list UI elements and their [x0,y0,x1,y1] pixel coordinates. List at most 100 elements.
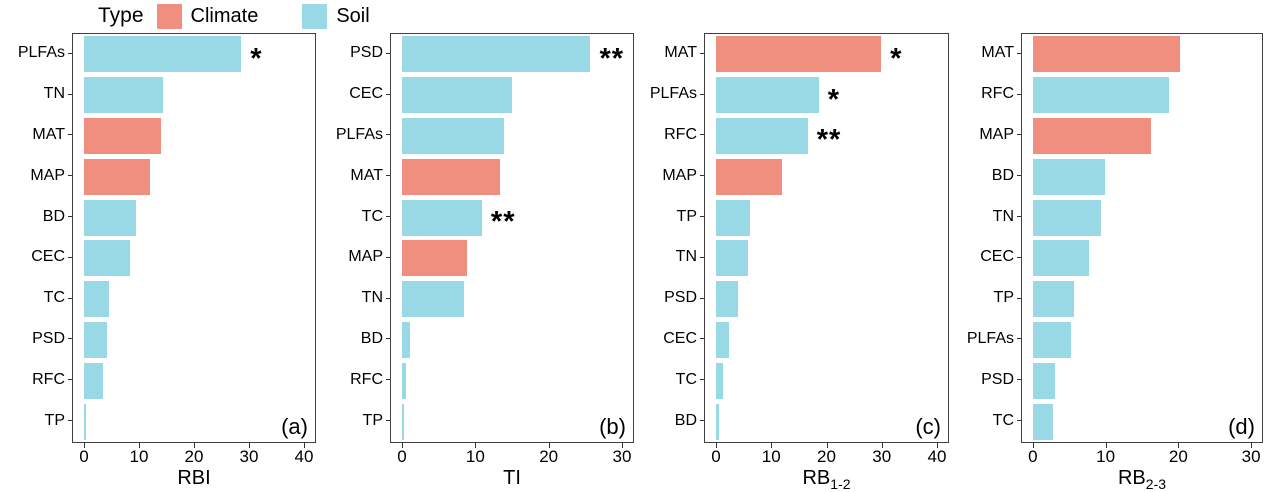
bar-rfc [716,118,808,154]
x-tick-label: 10 [761,447,781,466]
plot-area-d: (d) [1021,33,1263,443]
x-axis-title-b: TI [391,467,633,490]
y-tick-mark [68,175,72,177]
x-tick-label: 10 [129,447,149,466]
y-axis-label-tn: TN [957,196,1021,237]
legend-title: Type [98,4,144,27]
y-axis-c: MAT PLFAs RFC MAP TP TN PSD CEC TC BD [640,33,704,441]
bar-map [1032,118,1151,154]
y-tick-mark [700,134,704,136]
y-axis-label-map: MAP [326,237,390,278]
bar-rfc [402,362,407,399]
y-tick-mark [1017,297,1021,299]
legend-label-climate: Climate [190,4,259,27]
bar-plfas [1032,322,1071,358]
x-tick-mark [84,443,85,448]
bar-map [84,158,150,195]
y-tick-mark [386,420,390,422]
y-axis-label-mat: MAT [4,115,72,156]
bar-cec [716,322,730,358]
y-axis-label-cec: CEC [640,319,704,360]
x-tick-label: 40 [294,447,314,466]
x-axis-title-subscript: 2-3 [1145,476,1167,492]
y-axis-b: PSD CEC PLFAs MAT TC MAP TN BD RFC TP [326,33,390,441]
y-tick-mark [700,93,704,95]
y-tick-mark [1017,93,1021,95]
y-tick-mark [68,93,72,95]
y-tick-mark [68,379,72,381]
y-tick-mark [700,297,704,299]
y-axis-label-bd: BD [957,155,1021,196]
x-axis-b: 0 10 20 30 [391,443,633,467]
legend-swatch-climate [156,3,182,29]
y-tick-mark [1017,256,1021,258]
panel-c: MAT PLFAs RFC MAP TP TN PSD CEC TC BD * * ** (c) 0 10… [640,33,949,492]
legend-label-soil: Soil [336,4,370,27]
bar-tp [402,403,405,440]
x-tick-mark [249,443,250,448]
bar-cec [402,77,512,114]
x-tick-mark [771,443,773,448]
y-axis-label-tp: TP [326,400,390,441]
x-tick-label: 20 [817,447,836,466]
x-axis-title-text: RBI [177,467,211,489]
x-tick-label: 20 [184,447,204,466]
y-tick-mark [1017,52,1021,54]
bar-plfas [716,77,819,114]
y-axis-label-psd: PSD [4,319,72,360]
bar-mat [84,118,161,154]
bar-tp [84,403,86,440]
y-tick-mark [1017,338,1021,340]
y-axis-label-tc: TC [640,359,704,400]
y-axis-label-tn: TN [326,278,390,319]
panel-label: (a) [281,414,308,439]
x-tick-mark [1251,443,1253,448]
y-axis-label-map: MAP [957,115,1021,156]
x-axis-a: 0 10 20 30 40 [73,443,315,467]
x-tick-label: 30 [612,447,632,466]
bar-bd [1032,158,1105,195]
y-axis-label-mat: MAT [957,33,1021,74]
bar-tn [1032,199,1102,236]
y-axis-label-psd: PSD [957,359,1021,400]
bar-plfas [84,36,242,73]
y-axis-label-rfc: RFC [640,115,704,156]
x-tick-label: 0 [1028,447,1038,466]
x-tick-label: 20 [1168,447,1188,466]
panel-label: (b) [599,414,626,439]
y-axis-label-rfc: RFC [957,74,1021,115]
y-tick-mark [386,379,390,381]
x-tick-label: 40 [927,447,947,466]
bar-cec [1032,240,1089,277]
y-tick-mark [700,256,704,258]
bar-rfc [1032,77,1169,114]
y-tick-mark [1017,216,1021,218]
y-axis-label-bd: BD [326,319,390,360]
x-axis-title-text: RB [802,467,831,489]
y-tick-mark [386,134,390,136]
x-axis-title-text: TI [503,467,521,489]
y-tick-mark [386,297,390,299]
y-axis-label-tn: TN [640,237,704,278]
y-axis-label-tp: TP [957,278,1021,319]
x-tick-mark [936,443,938,448]
x-tick-label: 30 [239,447,259,466]
y-axis-label-mat: MAT [326,155,390,196]
x-tick-mark [1032,443,1034,448]
y-axis-label-mat: MAT [640,33,704,74]
y-axis-label-cec: CEC [957,237,1021,278]
bar-map [402,240,468,277]
plot-area-a: * (a) [72,33,316,443]
y-axis-label-tc: TC [957,400,1021,441]
significance-marker: ** [816,124,842,157]
y-axis-label-tc: TC [4,278,72,319]
bar-cec [84,240,131,277]
y-axis-label-cec: CEC [326,74,390,115]
y-tick-mark [68,338,72,340]
plot-area-b: ** ** (b) [390,33,634,443]
y-tick-mark [386,338,390,340]
bar-tc [402,199,482,236]
y-tick-mark [700,52,704,54]
y-tick-mark [700,379,704,381]
bar-tn [402,281,465,318]
